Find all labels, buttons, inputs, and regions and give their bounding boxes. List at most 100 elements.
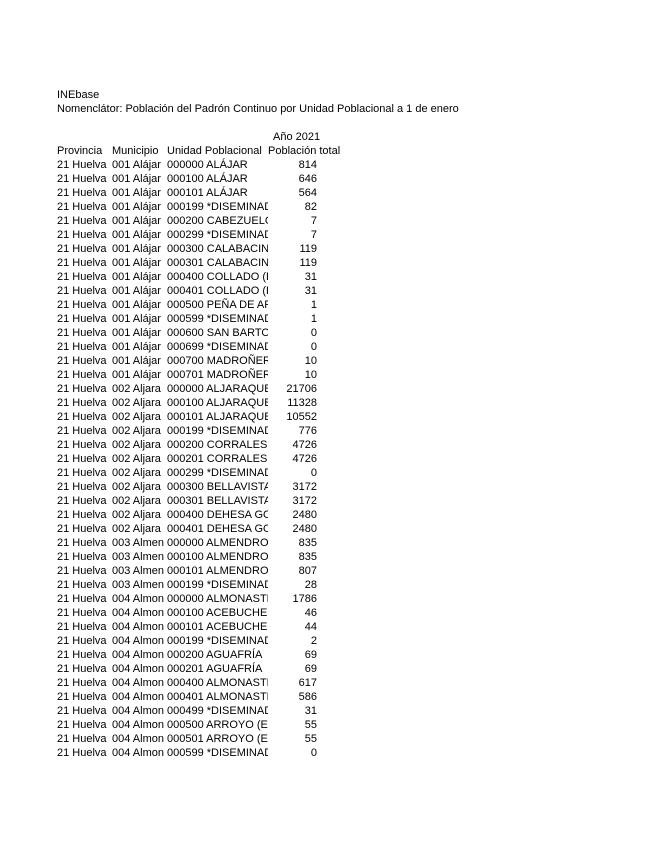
unidad-poblacional-cell: 000400 DEHESA GO (167, 509, 268, 521)
table-row: 21 Huelva 002 Aljara 000000 ALJARAQUE 21706 (57, 382, 459, 396)
spacer-line (57, 116, 459, 130)
municipio-cell: 001 Alájar (112, 257, 161, 269)
provincia-cell: 21 Huelva (57, 495, 107, 507)
table-row: 21 Huelva 002 Aljara 000301 BELLAVISTA 3172 (57, 494, 459, 508)
unidad-poblacional-cell: 000401 ALMONASTE (167, 691, 268, 703)
municipio-cell: 002 Aljara (112, 411, 161, 423)
poblacion-total-cell: 69 (304, 649, 317, 661)
provincia-cell: 21 Huelva (57, 481, 107, 493)
municipio-cell: 003 Almen (112, 537, 164, 549)
poblacion-total-cell: 55 (304, 733, 317, 745)
poblacion-total-cell: 46 (304, 607, 317, 619)
municipio-cell: 002 Aljara (112, 397, 161, 409)
unidad-poblacional-cell: 000101 ALJARAQUE (167, 411, 268, 423)
provincia-cell: 21 Huelva (57, 523, 107, 535)
table-row: 21 Huelva 004 Almon 000101 ACEBUCHE 44 (57, 620, 459, 634)
poblacion-total-cell: 11328 (287, 397, 317, 409)
municipio-cell: 004 Almon (112, 663, 164, 675)
unidad-poblacional-cell: 000000 ALMONASTE (167, 593, 268, 605)
table-row: 21 Huelva 002 Aljara 000401 DEHESA GO 2480 (57, 522, 459, 536)
provincia-cell: 21 Huelva (57, 663, 107, 675)
municipio-cell: 001 Alájar (112, 159, 161, 171)
municipio-cell: 001 Alájar (112, 285, 161, 297)
municipio-cell: 001 Alájar (112, 271, 161, 283)
poblacion-total-cell: 617 (298, 677, 317, 689)
municipio-cell: 001 Alájar (112, 201, 161, 213)
provincia-cell: 21 Huelva (57, 215, 107, 227)
provincia-cell: 21 Huelva (57, 397, 107, 409)
table-row: 21 Huelva 001 Alájar 000699 *DISEMINAD 0 (57, 340, 459, 354)
unidad-poblacional-cell: 000300 BELLAVISTA (167, 481, 268, 493)
municipio-cell: 001 Alájar (112, 341, 161, 353)
poblacion-total-cell: 44 (304, 621, 317, 633)
year-header: Año 2021 (273, 131, 321, 143)
provincia-cell: 21 Huelva (57, 257, 107, 269)
poblacion-total-cell: 82 (304, 201, 317, 213)
column-header-municipio: Municipio (112, 145, 159, 157)
year-header-spacer (57, 130, 268, 144)
table-row: 21 Huelva 003 Almen 000000 ALMENDRO (835 (57, 536, 459, 550)
table-row: 21 Huelva 001 Alájar 000700 MADROÑER(10 (57, 354, 459, 368)
poblacion-total-cell: 1 (310, 313, 317, 325)
provincia-cell: 21 Huelva (57, 243, 107, 255)
unidad-poblacional-cell: 000499 *DISEMINAD (167, 705, 268, 717)
unidad-poblacional-cell: 000301 BELLAVISTA (167, 495, 268, 507)
table-row: 21 Huelva 001 Alájar 000200 CABEZUELO 7 (57, 214, 459, 228)
table-row: 21 Huelva 002 Aljara 000200 CORRALES 4726 (57, 438, 459, 452)
municipio-cell: 001 Alájar (112, 313, 161, 325)
table-row: 21 Huelva 004 Almon 000199 *DISEMINAD 2 (57, 634, 459, 648)
table-row: 21 Huelva 001 Alájar 000599 *DISEMINAD 1 (57, 312, 459, 326)
table-row: 21 Huelva 004 Almon 000200 AGUAFRÍA 69 (57, 648, 459, 662)
unidad-poblacional-cell: 000200 CORRALES (167, 439, 268, 451)
table-row: 21 Huelva 002 Aljara 000201 CORRALES 4726 (57, 452, 459, 466)
table-row: 21 Huelva 001 Alájar 000401 COLLADO (E 31 (57, 284, 459, 298)
municipio-cell: 004 Almon (112, 691, 164, 703)
table-row: 21 Huelva 004 Almon 000500 ARROYO (EL 55 (57, 718, 459, 732)
unidad-poblacional-cell: 000000 ALJARAQUE (167, 383, 268, 395)
poblacion-total-cell: 4726 (292, 453, 317, 465)
unidad-poblacional-cell: 000101 ACEBUCHE (167, 621, 268, 633)
unidad-poblacional-cell: 000299 *DISEMINAD (167, 229, 268, 241)
poblacion-total-cell: 4726 (292, 439, 317, 451)
table-row: 21 Huelva 004 Almon 000000 ALMONASTE 1786 (57, 592, 459, 606)
poblacion-total-cell: 7 (310, 229, 317, 241)
municipio-cell: 004 Almon (112, 719, 164, 731)
provincia-cell: 21 Huelva (57, 635, 107, 647)
unidad-poblacional-cell: 000699 *DISEMINAD (167, 341, 268, 353)
provincia-cell: 21 Huelva (57, 341, 107, 353)
unidad-poblacional-cell: 000401 COLLADO (E (167, 285, 268, 297)
poblacion-total-cell: 119 (299, 257, 317, 269)
municipio-cell: 004 Almon (112, 593, 164, 605)
table-row: 21 Huelva 002 Aljara 000199 *DISEMINAD 776 (57, 424, 459, 438)
poblacion-total-cell: 31 (304, 271, 317, 283)
municipio-cell: 004 Almon (112, 705, 164, 717)
municipio-cell: 003 Almen (112, 551, 164, 563)
provincia-cell: 21 Huelva (57, 733, 107, 745)
unidad-poblacional-cell: 000400 COLLADO (E (167, 271, 268, 283)
municipio-cell: 001 Alájar (112, 173, 161, 185)
provincia-cell: 21 Huelva (57, 229, 107, 241)
provincia-cell: 21 Huelva (57, 691, 107, 703)
unidad-poblacional-cell: 000199 *DISEMINAD (167, 425, 268, 437)
poblacion-total-cell: 28 (304, 579, 317, 591)
provincia-cell: 21 Huelva (57, 425, 107, 437)
poblacion-total-cell: 0 (310, 341, 317, 353)
page-subtitle: Nomenclátor: Población del Padrón Contin… (57, 103, 459, 115)
year-header-row: Año 2021 (57, 130, 459, 144)
poblacion-total-cell: 69 (304, 663, 317, 675)
unidad-poblacional-cell: 000301 CALABACIN( (167, 257, 268, 269)
table-row: 21 Huelva 002 Aljara 000300 BELLAVISTA 3172 (57, 480, 459, 494)
provincia-cell: 21 Huelva (57, 383, 107, 395)
table-row: 21 Huelva 001 Alájar 000600 SAN BARTO 0 (57, 326, 459, 340)
poblacion-total-cell: 776 (298, 425, 317, 437)
unidad-poblacional-cell: 000000 ALÁJAR (167, 159, 248, 171)
provincia-cell: 21 Huelva (57, 327, 107, 339)
unidad-poblacional-cell: 000201 AGUAFRÍA (167, 663, 263, 675)
poblacion-total-cell: 0 (310, 747, 317, 759)
table-row: 21 Huelva 004 Almon 000599 *DISEMINAD 0 (57, 746, 459, 760)
provincia-cell: 21 Huelva (57, 355, 107, 367)
table-row: 21 Huelva 004 Almon 000401 ALMONASTE 586 (57, 690, 459, 704)
table-row: 21 Huelva 001 Alájar 000199 *DISEMINAD 82 (57, 200, 459, 214)
unidad-poblacional-cell: 000401 DEHESA GO (167, 523, 268, 535)
table-row: 21 Huelva 001 Alájar 000100 ALÁJAR 646 (57, 172, 459, 186)
